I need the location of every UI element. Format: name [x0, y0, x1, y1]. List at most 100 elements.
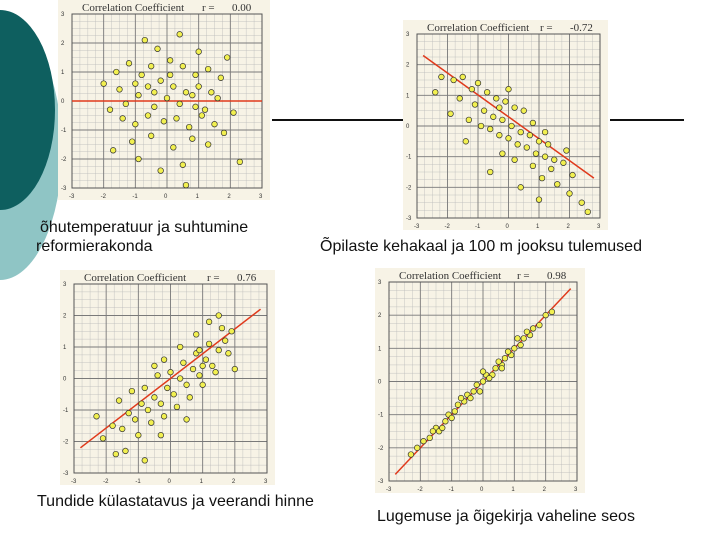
y-tick-label: 3: [406, 32, 410, 38]
x-tick-label: -2: [417, 487, 423, 493]
data-point: [125, 60, 133, 67]
data-point: [138, 400, 145, 407]
y-tick-label: 2: [61, 41, 65, 47]
data-point: [414, 444, 421, 451]
data-point: [160, 413, 168, 420]
data-point: [157, 77, 164, 84]
data-point: [202, 356, 210, 363]
data-point: [154, 45, 161, 52]
data-point: [560, 159, 567, 166]
plot-frame: [388, 281, 578, 482]
data-point: [199, 381, 206, 388]
data-point: [141, 36, 148, 44]
y-tick-label: 1: [378, 346, 382, 352]
data-point: [538, 174, 546, 182]
data-point: [532, 150, 540, 157]
y-tick-label: -3: [378, 479, 384, 485]
data-point: [487, 125, 494, 133]
data-point: [474, 79, 482, 87]
data-point: [100, 80, 107, 87]
data-point: [151, 362, 158, 370]
data-point: [426, 434, 433, 442]
data-point: [208, 89, 215, 96]
y-tick-label: 2: [406, 63, 410, 69]
y-tick-label: -1: [378, 413, 384, 419]
data-point: [186, 394, 193, 401]
data-point: [215, 312, 222, 319]
data-point: [212, 369, 219, 376]
data-point: [192, 71, 199, 79]
data-point: [170, 83, 177, 90]
x-tick-label: -1: [449, 487, 455, 493]
y-tick-label: 3: [63, 282, 67, 288]
data-point: [167, 369, 174, 376]
data-point: [483, 89, 491, 96]
data-point: [173, 115, 180, 122]
data-point: [189, 365, 197, 373]
x-tick-label: -2: [103, 479, 109, 485]
data-point: [407, 451, 415, 458]
r-label: r =: [540, 22, 553, 34]
data-point: [490, 113, 497, 120]
data-point: [566, 190, 573, 197]
data-point: [442, 418, 449, 425]
caption-bottom-right: Lugemuse ja õigekirja vaheline seos: [377, 508, 635, 525]
data-point: [468, 86, 476, 93]
data-point: [215, 346, 222, 354]
data-point: [220, 129, 228, 137]
data-point: [189, 135, 196, 142]
decor-dark-ellipse: [0, 10, 55, 210]
data-point: [420, 438, 427, 445]
x-tick-label: -3: [71, 479, 77, 485]
data-point: [93, 413, 100, 420]
data-point: [205, 340, 213, 347]
data-point: [189, 92, 196, 99]
data-point: [502, 98, 509, 105]
data-point: [135, 432, 142, 439]
x-tick-label: 3: [264, 479, 268, 485]
data-point: [541, 153, 549, 160]
y-tick-label: 0: [61, 99, 65, 105]
data-point: [529, 162, 537, 170]
data-point: [451, 408, 458, 415]
data-point: [195, 83, 202, 90]
divider-line-right: [610, 119, 684, 121]
data-point: [499, 116, 506, 124]
plot-title: Correlation Coefficient: [84, 272, 186, 284]
r-label: r =: [207, 272, 220, 284]
y-tick-label: 0: [406, 124, 410, 130]
data-point: [218, 324, 226, 332]
y-tick-label: -1: [63, 408, 69, 414]
data-point: [109, 422, 116, 429]
x-tick-label: -3: [386, 487, 392, 493]
y-tick-label: 3: [61, 12, 65, 18]
regression-line: [422, 54, 595, 179]
data-point: [132, 80, 139, 87]
x-tick-label: 3: [574, 487, 578, 493]
data-point: [496, 132, 503, 139]
x-tick-label: -1: [475, 224, 481, 230]
caption-bottom-left: Tundide külastatavus ja veerandi hinne: [37, 493, 314, 510]
x-tick-label: -1: [135, 479, 141, 485]
data-point: [209, 362, 216, 370]
x-tick-label: 0: [168, 479, 172, 485]
x-tick-label: 1: [200, 479, 204, 485]
data-point: [477, 122, 485, 130]
data-point: [578, 199, 585, 206]
data-point: [176, 375, 184, 382]
data-point: [157, 400, 164, 407]
data-point: [529, 325, 537, 332]
scatter-plot-svg: Correlation Coefficient r = 0.00 3 2 1 0 -1 -2 -3…: [61, 2, 263, 200]
data-point: [115, 397, 123, 404]
data-point: [186, 123, 193, 131]
data-point: [201, 106, 209, 113]
x-tick-label: 2: [227, 194, 231, 200]
data-point: [228, 328, 235, 335]
data-point: [479, 368, 487, 375]
data-point: [122, 100, 129, 108]
data-point: [429, 428, 437, 435]
plot-frame: [73, 283, 268, 474]
data-point: [230, 109, 237, 116]
data-point: [536, 321, 543, 329]
x-tick-label: -3: [69, 194, 75, 200]
